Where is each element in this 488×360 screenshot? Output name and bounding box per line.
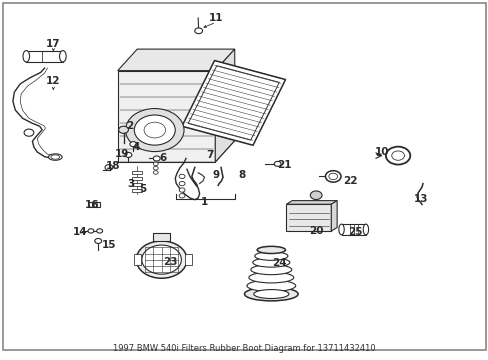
Ellipse shape — [23, 50, 30, 62]
Text: 13: 13 — [413, 194, 427, 204]
Polygon shape — [118, 49, 234, 71]
Circle shape — [179, 174, 184, 179]
Polygon shape — [118, 71, 215, 162]
Circle shape — [136, 241, 186, 278]
Text: 1997 BMW 540i Filters Rubber Boot Diagram for 13711432410: 1997 BMW 540i Filters Rubber Boot Diagra… — [113, 344, 375, 353]
Ellipse shape — [252, 258, 289, 267]
Circle shape — [325, 171, 340, 182]
Text: 6: 6 — [159, 153, 166, 163]
Circle shape — [153, 171, 158, 174]
Bar — [132, 177, 142, 180]
Polygon shape — [182, 60, 285, 145]
Text: 10: 10 — [374, 147, 388, 157]
Circle shape — [310, 191, 322, 199]
Ellipse shape — [363, 224, 368, 235]
Text: 3: 3 — [127, 179, 135, 189]
Ellipse shape — [48, 154, 62, 160]
Circle shape — [179, 181, 184, 186]
Circle shape — [153, 162, 158, 166]
Circle shape — [179, 194, 184, 198]
Circle shape — [119, 126, 128, 134]
Bar — [88, 202, 100, 207]
Ellipse shape — [254, 252, 287, 260]
Circle shape — [125, 152, 132, 157]
Circle shape — [274, 161, 281, 166]
Circle shape — [134, 115, 175, 145]
Text: 16: 16 — [85, 200, 100, 210]
Ellipse shape — [248, 272, 293, 283]
Text: 19: 19 — [114, 149, 128, 159]
Circle shape — [144, 122, 165, 138]
Text: 20: 20 — [309, 226, 323, 236]
Text: 18: 18 — [105, 161, 120, 171]
Ellipse shape — [246, 280, 295, 292]
Text: 23: 23 — [163, 257, 177, 267]
Ellipse shape — [257, 246, 285, 253]
Text: 5: 5 — [139, 184, 146, 194]
Polygon shape — [286, 201, 336, 204]
Circle shape — [328, 173, 337, 180]
Text: 1: 1 — [201, 197, 208, 207]
Circle shape — [95, 238, 102, 243]
Circle shape — [385, 147, 409, 165]
Text: 15: 15 — [102, 239, 116, 249]
Circle shape — [153, 156, 160, 161]
Circle shape — [194, 28, 202, 34]
Text: 11: 11 — [208, 13, 223, 23]
Polygon shape — [118, 140, 234, 162]
Ellipse shape — [244, 287, 298, 301]
Bar — [341, 224, 365, 235]
Ellipse shape — [60, 50, 66, 62]
Text: 14: 14 — [72, 227, 87, 237]
Text: 4: 4 — [132, 142, 140, 152]
Bar — [26, 50, 63, 62]
Circle shape — [142, 245, 181, 274]
Text: 2: 2 — [126, 121, 133, 131]
Circle shape — [105, 165, 113, 170]
Ellipse shape — [253, 289, 288, 298]
Circle shape — [97, 229, 102, 233]
Bar — [286, 204, 330, 231]
Text: 24: 24 — [272, 258, 286, 268]
Text: 22: 22 — [343, 176, 357, 186]
Text: 17: 17 — [46, 39, 61, 49]
Circle shape — [130, 141, 137, 147]
Bar — [134, 254, 141, 265]
Bar — [132, 183, 142, 186]
Text: 9: 9 — [212, 170, 219, 180]
Ellipse shape — [338, 224, 344, 235]
Circle shape — [88, 229, 94, 233]
Circle shape — [391, 151, 404, 160]
Polygon shape — [330, 201, 336, 231]
Ellipse shape — [51, 155, 60, 159]
Bar — [132, 171, 142, 174]
Bar — [132, 189, 142, 192]
Circle shape — [179, 188, 184, 192]
Text: 21: 21 — [277, 160, 291, 170]
Text: 8: 8 — [238, 170, 245, 180]
Bar — [184, 254, 191, 265]
Circle shape — [24, 129, 34, 136]
Ellipse shape — [250, 265, 291, 275]
Circle shape — [153, 166, 158, 170]
Text: 12: 12 — [46, 76, 61, 86]
Text: 7: 7 — [206, 150, 214, 160]
Bar — [153, 233, 170, 241]
Text: 25: 25 — [348, 227, 362, 237]
Circle shape — [125, 109, 183, 152]
Polygon shape — [215, 49, 234, 162]
